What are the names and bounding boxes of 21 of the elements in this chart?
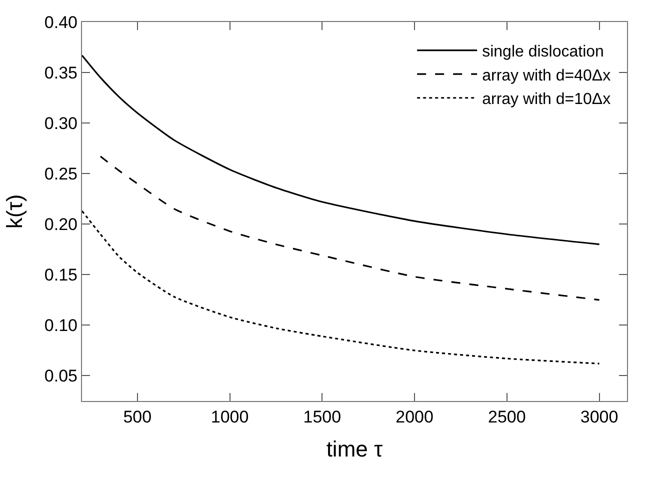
x-tick-label: 1500	[303, 408, 342, 426]
x-tick-label: 3000	[580, 408, 618, 426]
legend-label: single dislocation	[482, 44, 604, 61]
x-tick-label: 500	[123, 408, 152, 426]
y-axis-title: k(τ)	[2, 194, 28, 229]
y-tick-label: 0.35	[44, 63, 78, 82]
legend-label: array with d=40Δx	[482, 67, 611, 84]
y-tick-label: 0.10	[44, 316, 78, 336]
line-series	[100, 156, 600, 301]
line-series	[82, 210, 600, 364]
y-tick-label: 0.20	[44, 215, 78, 234]
x-tick-label: 1000	[210, 408, 249, 426]
legend-label: array with d=10Δx	[482, 91, 611, 108]
y-tick-label: 0.05	[44, 366, 78, 386]
y-tick-label: 0.30	[44, 114, 78, 134]
y-tick-label: 0.15	[44, 266, 78, 285]
x-tick-label: 2500	[488, 408, 526, 426]
x-axis-title: time τ	[326, 436, 383, 462]
y-tick-label: 0.40	[44, 12, 78, 32]
x-tick-label: 2000	[396, 408, 434, 426]
y-tick-label: 0.25	[44, 164, 78, 184]
